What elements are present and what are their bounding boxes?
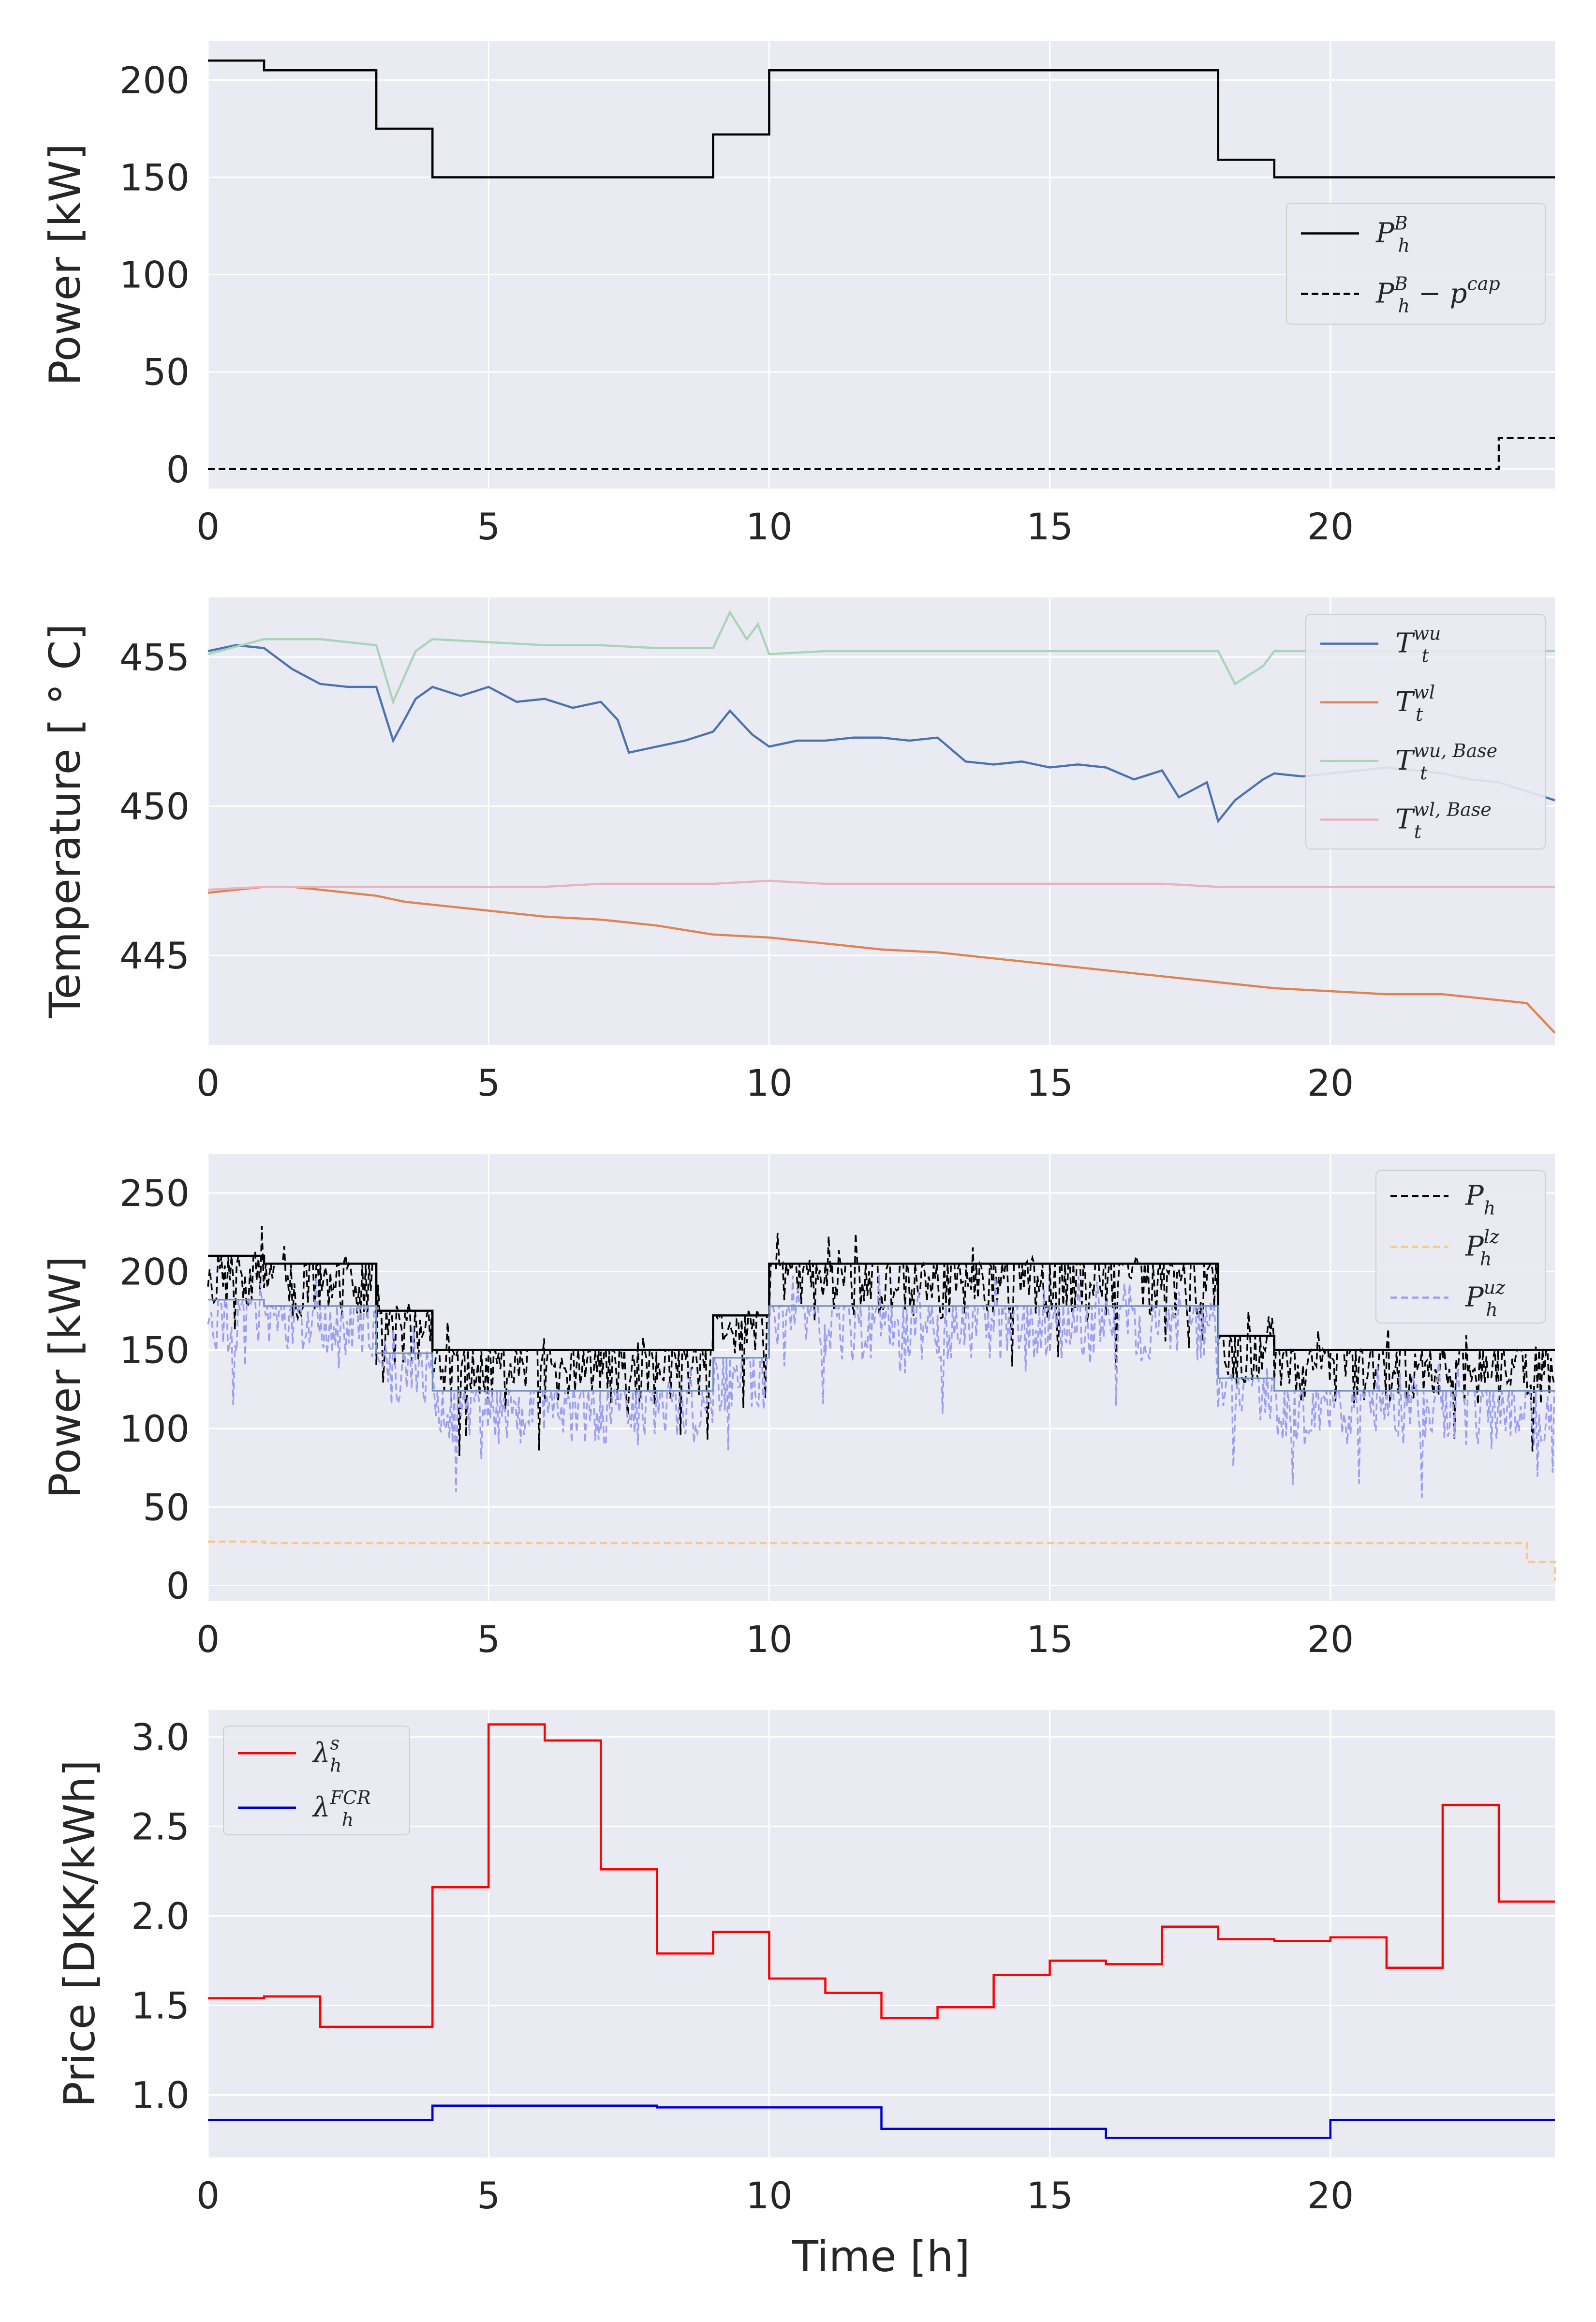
x-tick-label: 10 — [746, 2174, 793, 2217]
legend-label: PB h — [1375, 213, 1410, 256]
y-tick-label: 0 — [166, 448, 190, 491]
y-tick-label: 100 — [119, 1407, 190, 1450]
x-tick-label: 10 — [746, 1618, 793, 1661]
y-tick-label: 3.0 — [131, 1716, 190, 1759]
y-tick-label: 2.5 — [131, 1805, 190, 1848]
legend-label: Twu, Base t — [1395, 740, 1497, 784]
x-tick-label: 5 — [477, 2174, 500, 2217]
x-tick-label: 10 — [746, 505, 793, 548]
series-group-1 — [208, 59, 1555, 471]
x-tick-label: 20 — [1307, 505, 1354, 548]
y-tick-label: 1.0 — [131, 2074, 190, 2117]
series-line-1 — [208, 59, 1555, 179]
x-tick-label: 10 — [746, 1061, 793, 1104]
series-line-2 — [208, 1540, 1556, 1581]
legend-label: Ph — [1465, 1180, 1495, 1219]
chart-panel-2: 0 5 10 15 20 445 450 455 Temperature [ ° C] Tw… — [40, 597, 1556, 1104]
yticks-1: 0 50 100 150 200 — [119, 59, 190, 491]
series-line-1 — [208, 1723, 1555, 2028]
xlabel-4: Time [h] — [792, 2232, 970, 2281]
xticks-4: 0 5 10 15 20 — [196, 2174, 1354, 2217]
series-step-line — [208, 1299, 1555, 1392]
ylabel-1: Power [kW] — [40, 144, 90, 386]
ylabel-2: Temperature [ ° C] — [40, 624, 90, 1018]
series-step-line — [208, 1254, 1555, 1351]
legend-label: Puz h — [1465, 1277, 1506, 1321]
legend-label: Twl, Base t — [1395, 799, 1492, 842]
x-tick-label: 0 — [196, 1061, 220, 1104]
x-tick-label: 15 — [1026, 505, 1073, 548]
y-tick-label: 150 — [119, 1329, 190, 1372]
ylabel-3: Power [kW] — [40, 1256, 90, 1499]
legend-label: Twu t — [1395, 623, 1441, 667]
yticks-3: 0 50 100 150 200 250 — [119, 1172, 190, 1607]
y-tick-label: 100 — [119, 253, 190, 297]
xticks-3: 0 5 10 15 20 — [196, 1618, 1354, 1661]
legend-1: PB h PB h − pcap — [1286, 203, 1546, 325]
x-tick-label: 20 — [1307, 2174, 1354, 2217]
series-line-4 — [207, 879, 1555, 891]
legend-label: λFCR h — [312, 1787, 371, 1831]
ylabel-4: Price [DKK/kWh] — [55, 1760, 104, 2107]
chart-panel-3: 0 5 10 15 20 0 50 100 150 200 250 Power [kW] Ph Pl… — [40, 1154, 1556, 1661]
y-tick-label: 50 — [143, 351, 190, 394]
xticks-1: 0 5 10 15 20 — [196, 505, 1354, 548]
legend-label: λs h — [312, 1732, 342, 1776]
y-tick-label: 0 — [166, 1564, 190, 1608]
legend-label: Twl t — [1395, 682, 1435, 725]
legend-label: PB h − pcap — [1375, 273, 1500, 317]
series-line-3 — [207, 610, 1555, 705]
x-tick-label: 0 — [196, 2174, 220, 2217]
x-tick-label: 0 — [196, 1618, 220, 1661]
legend-box — [1305, 614, 1546, 849]
series-group-3 — [207, 1225, 1556, 1581]
x-tick-label: 20 — [1307, 1618, 1354, 1661]
yticks-2: 445 450 455 — [119, 636, 190, 977]
x-tick-label: 5 — [477, 1618, 500, 1661]
y-tick-label: 150 — [119, 156, 190, 199]
legend-3: Ph Plz h Puz h — [1375, 1170, 1546, 1324]
yticks-4: 1.0 1.5 2.0 2.5 3.0 — [131, 1716, 190, 2117]
x-tick-label: 5 — [477, 1061, 500, 1104]
xticks-2: 0 5 10 15 20 — [196, 1061, 1354, 1104]
legend-label: Plz h — [1465, 1226, 1500, 1270]
y-tick-label: 200 — [119, 1250, 190, 1293]
y-tick-label: 200 — [119, 59, 190, 102]
x-tick-label: 15 — [1026, 1618, 1073, 1661]
y-tick-label: 450 — [119, 785, 190, 828]
y-tick-label: 250 — [119, 1172, 190, 1215]
y-tick-label: 455 — [119, 636, 190, 679]
legend-box — [1375, 1170, 1546, 1324]
chart-panel-4: 0 5 10 15 20 1.0 1.5 2.0 2.5 3.0 Price [DKK/kWh]… — [55, 1710, 1555, 2281]
series-line-2 — [208, 2104, 1555, 2139]
legend-4: λs h λFCR h — [223, 1726, 410, 1835]
x-tick-label: 5 — [477, 505, 500, 548]
x-tick-label: 20 — [1307, 1061, 1354, 1104]
series-group-4 — [208, 1723, 1555, 2139]
series-line-2 — [207, 885, 1556, 1034]
y-tick-label: 2.0 — [131, 1895, 190, 1938]
x-tick-label: 0 — [196, 505, 220, 548]
y-tick-label: 50 — [143, 1486, 190, 1529]
x-tick-label: 15 — [1026, 1061, 1073, 1104]
y-tick-label: 1.5 — [131, 1984, 190, 2027]
x-tick-label: 15 — [1026, 2174, 1073, 2217]
legend-2: Twu t Twl t Twu, Base t Twl, Base t — [1305, 614, 1546, 849]
y-tick-label: 445 — [119, 934, 190, 977]
